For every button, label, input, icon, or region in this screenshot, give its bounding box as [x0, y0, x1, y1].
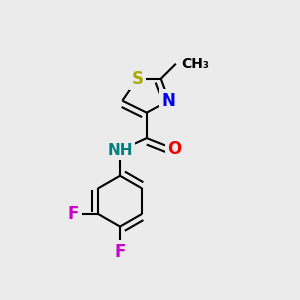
- Text: F: F: [114, 243, 126, 261]
- Text: O: O: [167, 140, 182, 158]
- Text: S: S: [131, 70, 143, 88]
- Text: N: N: [162, 92, 176, 110]
- Text: NH: NH: [107, 143, 133, 158]
- Text: F: F: [68, 205, 79, 223]
- Text: CH₃: CH₃: [182, 57, 209, 71]
